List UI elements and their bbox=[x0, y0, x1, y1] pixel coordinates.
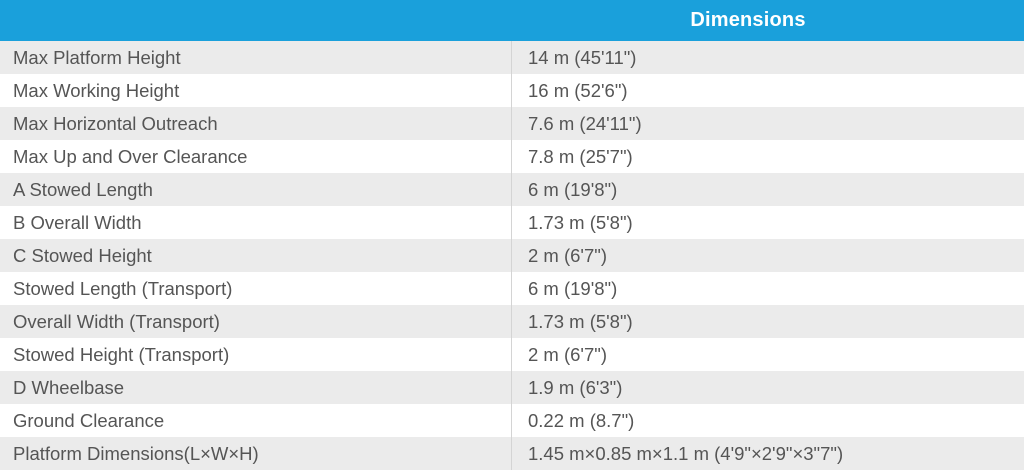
row-label: B Overall Width bbox=[0, 206, 512, 239]
table-row: Max Horizontal Outreach 7.6 m (24'11") bbox=[0, 107, 1024, 140]
table-row: Max Platform Height 14 m (45'11") bbox=[0, 41, 1024, 74]
table-row: Ground Clearance 0.22 m (8.7") bbox=[0, 404, 1024, 437]
table-row: B Overall Width 1.73 m (5'8") bbox=[0, 206, 1024, 239]
row-value: 1.73 m (5'8") bbox=[528, 211, 633, 233]
row-value: 7.6 m (24'11") bbox=[528, 112, 642, 134]
table-row: Stowed Length (Transport) 6 m (19'8") bbox=[0, 272, 1024, 305]
row-value: 14 m (45'11") bbox=[528, 46, 637, 68]
table-row: A Stowed Length 6 m (19'8") bbox=[0, 173, 1024, 206]
row-label: Stowed Length (Transport) bbox=[0, 272, 512, 305]
row-value: 1.45 m×0.85 m×1.1 m (4'9"×2'9"×3"7") bbox=[528, 442, 844, 464]
table-row: Stowed Height (Transport) 2 m (6'7") bbox=[0, 338, 1024, 371]
row-value: 2 m (6'7") bbox=[528, 244, 607, 266]
row-value: 16 m (52'6") bbox=[528, 79, 628, 101]
row-value: 0.22 m (8.7") bbox=[528, 409, 635, 431]
row-label: Platform Dimensions(L×W×H) bbox=[0, 437, 512, 470]
header-title: Dimensions bbox=[690, 9, 806, 31]
row-label: Overall Width (Transport) bbox=[0, 305, 512, 338]
table-row: Max Up and Over Clearance 7.8 m (25'7") bbox=[0, 140, 1024, 173]
row-value: 2 m (6'7") bbox=[528, 343, 607, 365]
row-value: 6 m (19'8") bbox=[528, 178, 618, 200]
row-label: Ground Clearance bbox=[0, 404, 512, 437]
table-header: Dimensions bbox=[0, 0, 1024, 41]
row-label: A Stowed Length bbox=[0, 173, 512, 206]
row-label: Max Platform Height bbox=[0, 41, 512, 74]
row-value: 6 m (19'8") bbox=[528, 277, 618, 299]
table-row: Max Working Height 16 m (52'6") bbox=[0, 74, 1024, 107]
table-row: C Stowed Height 2 m (6'7") bbox=[0, 239, 1024, 272]
row-value: 7.8 m (25'7") bbox=[528, 145, 633, 167]
table-row: Platform Dimensions(L×W×H) 1.45 m×0.85 m×… bbox=[0, 437, 1024, 470]
row-value: 1.9 m (6'3") bbox=[528, 376, 623, 398]
row-label: C Stowed Height bbox=[0, 239, 512, 272]
table-body: Max Platform Height 14 m (45'11") Max Work… bbox=[0, 41, 1024, 470]
table-row: Overall Width (Transport) 1.73 m (5'8") bbox=[0, 305, 1024, 338]
row-label: D Wheelbase bbox=[0, 371, 512, 404]
row-label: Stowed Height (Transport) bbox=[0, 338, 512, 371]
row-label: Max Working Height bbox=[0, 74, 512, 107]
row-value: 1.73 m (5'8") bbox=[528, 310, 633, 332]
row-label: Max Up and Over Clearance bbox=[0, 140, 512, 173]
row-label: Max Horizontal Outreach bbox=[0, 107, 512, 140]
table-row: D Wheelbase 1.9 m (6'3") bbox=[0, 371, 1024, 404]
